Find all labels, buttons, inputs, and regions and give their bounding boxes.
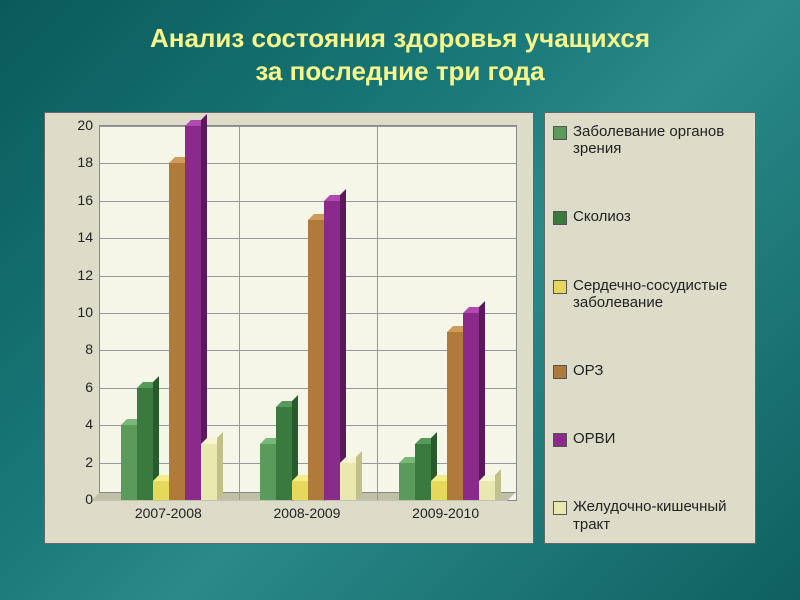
legend-label: Заболевание органов зрения <box>573 123 747 158</box>
legend-item-vision: Заболевание органов зрения <box>553 123 747 158</box>
bar-gi <box>201 444 217 500</box>
legend-swatch <box>553 501 567 515</box>
bar-vision <box>399 463 415 500</box>
y-axis-label: 12 <box>53 267 93 283</box>
bar-gi <box>479 481 495 500</box>
bar-scoliosis <box>276 407 292 501</box>
legend-label: Сколиоз <box>573 208 631 225</box>
legend-item-orvi: ОРВИ <box>553 430 747 447</box>
y-axis-label: 14 <box>53 229 93 245</box>
bar-scoliosis <box>415 444 431 500</box>
legend-item-gi: Желудочно-кишечный тракт <box>553 498 747 533</box>
grid-line <box>100 163 516 164</box>
legend-swatch <box>553 211 567 225</box>
bar-orvi <box>324 201 340 500</box>
y-axis-label: 10 <box>53 304 93 320</box>
title-line-2: за последние три года <box>255 56 544 86</box>
legend-label: Сердечно-сосудистые заболевание <box>573 277 747 312</box>
x-axis-label: 2009-2010 <box>376 505 515 521</box>
y-axis-label: 0 <box>53 491 93 507</box>
legend-panel: Заболевание органов зрения Сколиоз Сердечн… <box>544 112 756 544</box>
bar-vision <box>121 425 137 500</box>
y-axis-label: 16 <box>53 192 93 208</box>
legend-swatch <box>553 365 567 379</box>
slide-title: Анализ состояния здоровья учащихся за по… <box>0 0 800 87</box>
legend-label: ОРЗ <box>573 362 603 379</box>
grid-line <box>100 126 516 127</box>
slide: Анализ состояния здоровья учащихся за по… <box>0 0 800 600</box>
bar-orz <box>169 163 185 500</box>
legend-item-cardio: Сердечно-сосудистые заболевание <box>553 277 747 312</box>
bar-orz <box>447 332 463 500</box>
legend-swatch <box>553 280 567 294</box>
grid-line <box>100 201 516 202</box>
y-axis-label: 8 <box>53 341 93 357</box>
bar-cardio <box>431 481 447 500</box>
y-axis-label: 18 <box>53 154 93 170</box>
bar-scoliosis <box>137 388 153 500</box>
grid-line <box>377 126 378 500</box>
grid-line <box>239 126 240 500</box>
y-axis-label: 2 <box>53 454 93 470</box>
legend-swatch <box>553 126 567 140</box>
x-axis-label: 2008-2009 <box>238 505 377 521</box>
y-axis-label: 20 <box>53 117 93 133</box>
bar-orz <box>308 220 324 501</box>
y-axis-label: 6 <box>53 379 93 395</box>
legend-item-scoliosis: Сколиоз <box>553 208 747 225</box>
bar-orvi <box>463 313 479 500</box>
bar-cardio <box>292 481 308 500</box>
chart-panel: 0 2 4 6 8 10 12 14 16 18 20 2007-20082008-20092009-… <box>44 112 534 544</box>
plot-area <box>99 125 517 501</box>
title-line-1: Анализ состояния здоровья учащихся <box>150 23 650 53</box>
bar-orvi <box>185 126 201 500</box>
bar-vision <box>260 444 276 500</box>
legend-item-orz: ОРЗ <box>553 362 747 379</box>
legend-label: Желудочно-кишечный тракт <box>573 498 747 533</box>
legend-label: ОРВИ <box>573 430 615 447</box>
bar-cardio <box>153 481 169 500</box>
y-axis-label: 4 <box>53 416 93 432</box>
x-axis-label: 2007-2008 <box>99 505 238 521</box>
content-area: 0 2 4 6 8 10 12 14 16 18 20 2007-20082008-20092009-… <box>44 112 756 544</box>
legend-swatch <box>553 433 567 447</box>
bar-gi <box>340 463 356 500</box>
